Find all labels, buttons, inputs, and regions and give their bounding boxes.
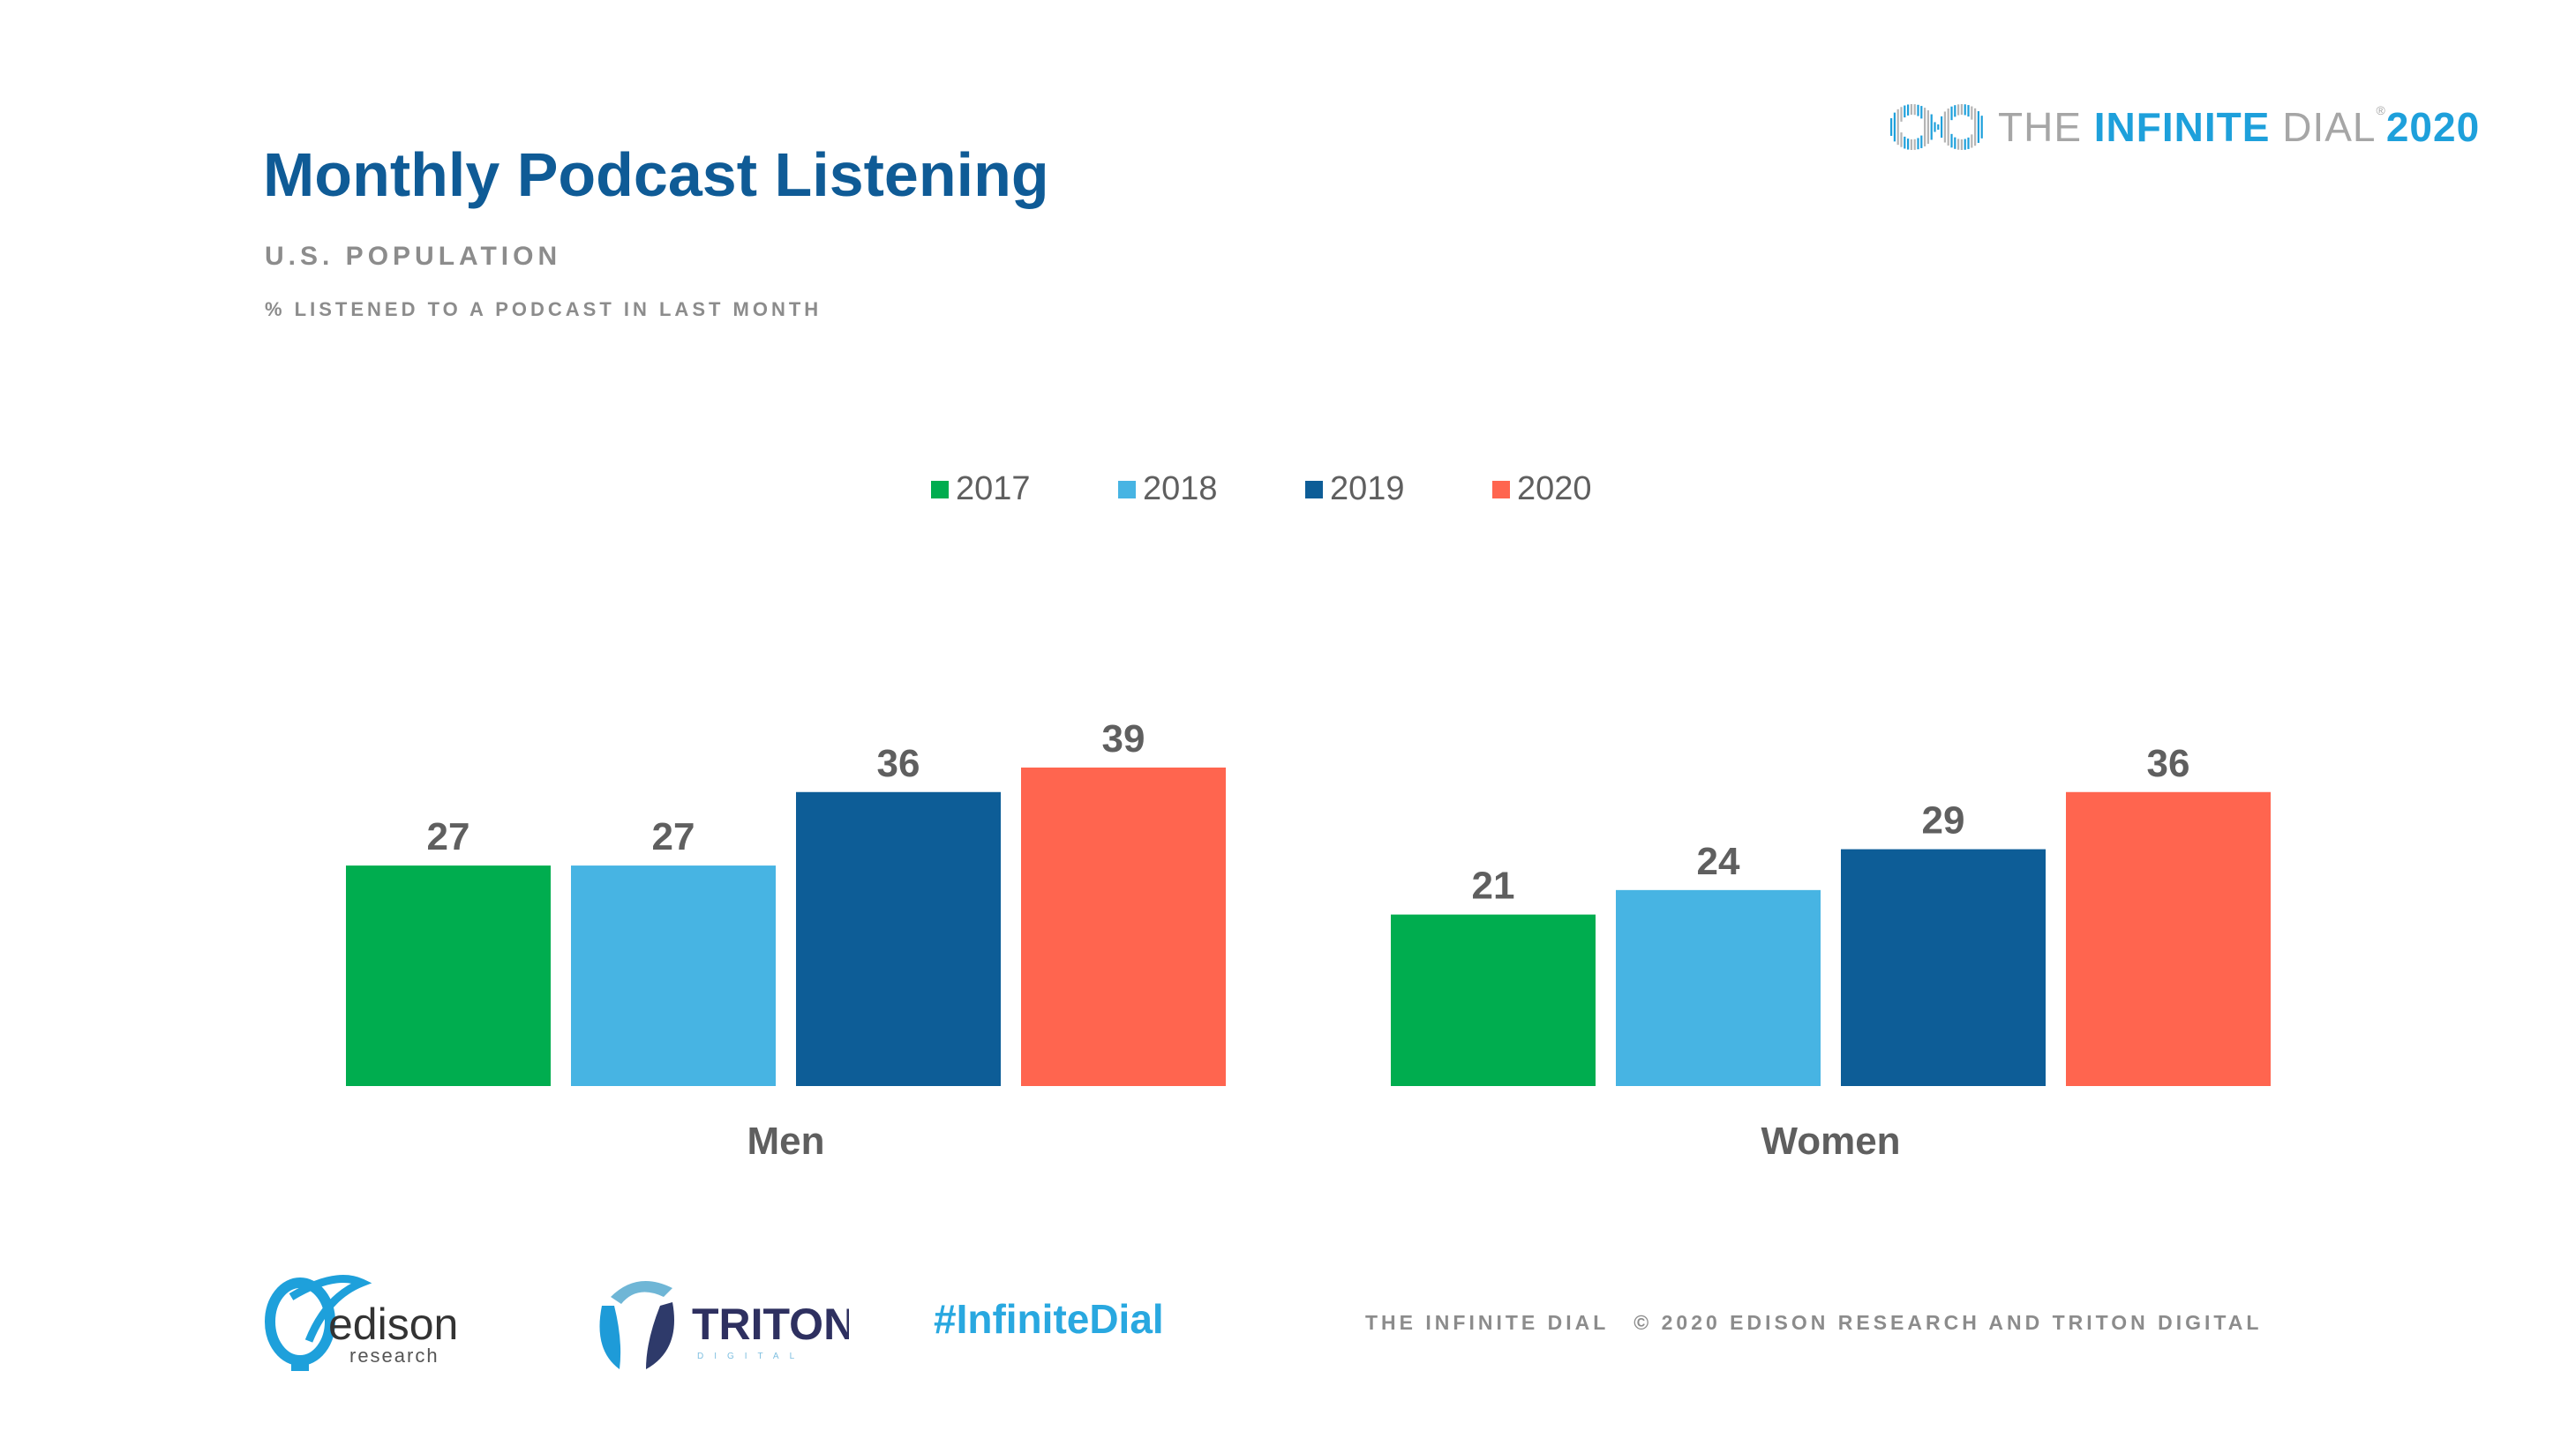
data-label-women-2018: 24 <box>1697 840 1740 883</box>
data-label-men-2018: 27 <box>652 815 695 858</box>
copyright-right: © 2020 EDISON RESEARCH AND TRITON DIGITA… <box>1633 1311 2263 1334</box>
triton-logo-subtext: DIGITAL <box>697 1352 805 1361</box>
brand-year: 2020 <box>2385 104 2481 150</box>
legend-swatch-2018 <box>1118 480 1136 498</box>
legend-label: 2020 <box>1517 470 1592 507</box>
infinite-dial-brand: THE INFINITE DIAL®2020 <box>1887 95 2480 159</box>
edison-logo-text: edison <box>328 1300 458 1349</box>
infinity-dial-icon <box>1890 104 1983 150</box>
legend-item-2020: 2020 <box>1492 470 1679 508</box>
legend-label: 2018 <box>1143 470 1218 507</box>
registered-mark: ® <box>2376 103 2386 117</box>
legend-label: 2017 <box>956 470 1031 507</box>
legend-swatch-2017 <box>931 480 949 498</box>
bar-men-2020 <box>1021 768 1226 1086</box>
category-label-women: Women <box>1761 1120 1900 1163</box>
triton-logo-text: TRITON <box>692 1300 849 1349</box>
brand-text-suffix: DIAL <box>2270 104 2377 150</box>
population-subtitle: U.S. POPULATION <box>265 242 562 271</box>
brand-text-prefix: THE <box>1998 104 2094 150</box>
edison-research-logo: edison research <box>265 1275 458 1371</box>
triton-digital-logo: TRITON DIGITAL <box>599 1281 849 1369</box>
page-title: Monthly Podcast Listening <box>263 140 1049 209</box>
brand-text-bold: INFINITE <box>2093 104 2271 150</box>
legend-item-2018: 2018 <box>1118 470 1305 508</box>
category-label-men: Men <box>747 1120 825 1163</box>
chart-legend: 2017 2018 2019 2020 <box>931 470 1679 508</box>
data-label-women-2019: 29 <box>1922 799 1965 843</box>
bar-women-2019 <box>1841 849 2046 1086</box>
hashtag-link[interactable]: #InfiniteDial <box>934 1296 1164 1342</box>
bar-men-2018 <box>571 865 776 1086</box>
bar-women-2020 <box>2066 791 2271 1086</box>
bar-men-2017 <box>346 865 551 1086</box>
legend-label: 2019 <box>1330 470 1405 507</box>
legend-item-2017: 2017 <box>931 470 1118 508</box>
copyright-left: THE INFINITE DIAL <box>1365 1311 1610 1334</box>
bar-women-2018 <box>1616 889 1821 1086</box>
measure-description: % LISTENED TO A PODCAST IN LAST MONTH <box>265 298 822 320</box>
data-label-women-2017: 21 <box>1472 865 1515 908</box>
bar-women-2017 <box>1391 914 1596 1086</box>
copyright-notice: THE INFINITE DIAL © 2020 EDISON RESEARCH … <box>1365 1311 2262 1335</box>
data-label-women-2020: 36 <box>2147 742 2190 785</box>
legend-swatch-2019 <box>1305 480 1323 498</box>
legend-swatch-2020 <box>1492 480 1510 498</box>
bar-men-2019 <box>796 791 1001 1086</box>
edison-logo-subtext: research <box>349 1345 439 1367</box>
legend-item-2019: 2019 <box>1305 470 1492 508</box>
brand-wordmark: THE INFINITE DIAL®2020 <box>1998 103 2480 151</box>
data-label-men-2020: 39 <box>1102 717 1145 760</box>
data-label-men-2017: 27 <box>427 815 470 858</box>
data-label-men-2019: 36 <box>877 742 920 785</box>
